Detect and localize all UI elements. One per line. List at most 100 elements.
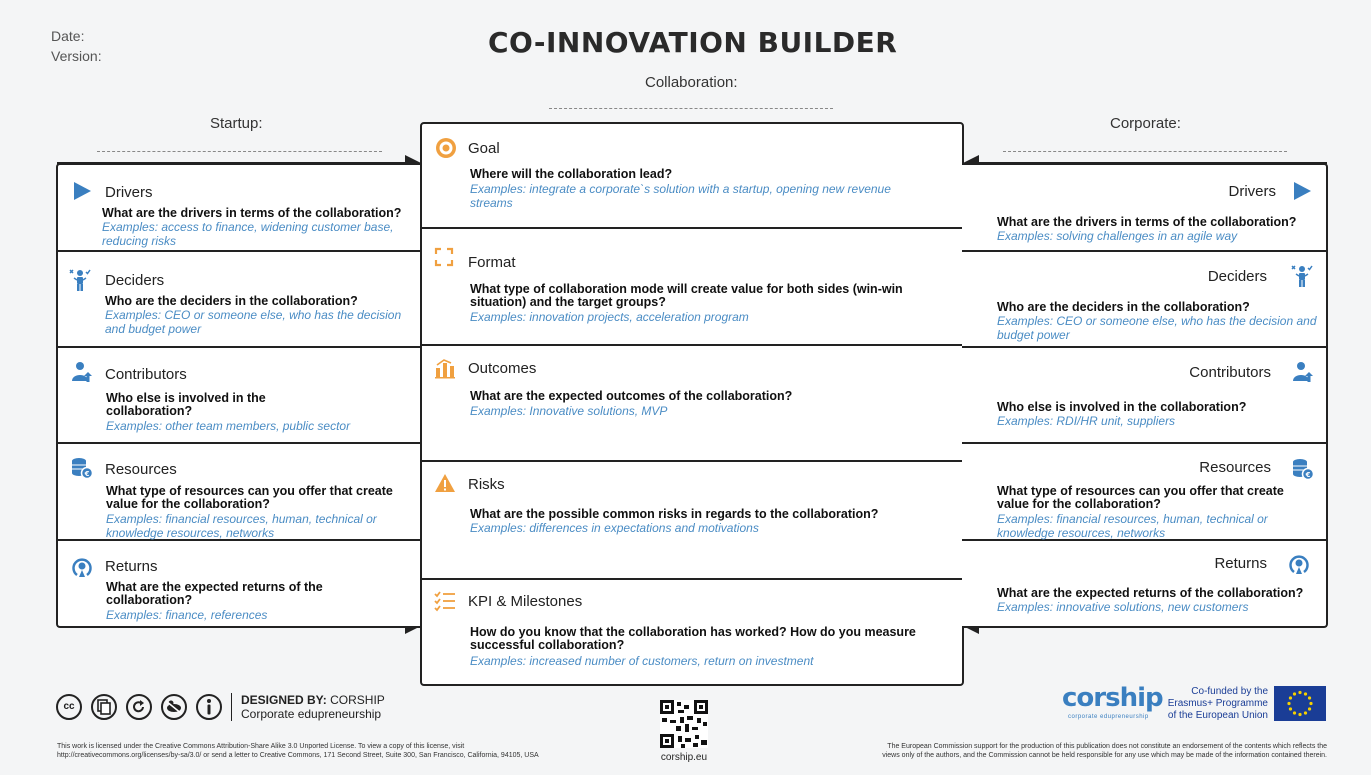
divider <box>231 693 232 721</box>
corporate-resources-question: What type of resources can you offer tha… <box>997 484 1284 511</box>
qr-caption[interactable]: corship.eu <box>660 752 708 763</box>
risks-example: Examples: differences in expectations an… <box>470 521 759 535</box>
contributor-person-icon <box>1292 361 1314 383</box>
corporate-drivers-example: Examples: solving challenges in an agile… <box>997 229 1238 243</box>
corporate-deciders-title: Deciders <box>1207 268 1267 285</box>
corporate-panel: Drivers What are the drivers in terms of… <box>962 163 1328 628</box>
goal-example: Examples: integrate a corporate`s soluti… <box>470 182 891 210</box>
corship-logo: corship <box>1062 683 1164 713</box>
disclaimer-line-2: views only of the authors, and the Commi… <box>882 752 1327 759</box>
startup-deciders-section[interactable]: Deciders Who are the deciders in the col… <box>58 252 420 348</box>
target-icon <box>435 137 457 159</box>
risks-question: What are the possible common risks in re… <box>470 507 879 521</box>
license-line-1: This work is licensed under the Creative… <box>57 743 465 750</box>
startup-label: Startup: <box>210 115 263 132</box>
startup-returns-question: What are the expected returns of the col… <box>106 580 323 607</box>
startup-returns-section[interactable]: Returns What are the expected returns of… <box>58 541 420 625</box>
license-line-2: http://creativecommons.org/licenses/by-s… <box>57 752 539 759</box>
corporate-contributors-title: Contributors <box>1189 364 1271 381</box>
startup-contributors-title: Contributors <box>105 366 187 383</box>
format-example: Examples: innovation projects, accelerat… <box>470 310 749 324</box>
copy-icon <box>91 694 117 720</box>
startup-drivers-question: What are the drivers in terms of the col… <box>102 206 402 220</box>
kpi-section[interactable]: KPI & Milestones How do you know that th… <box>422 580 962 682</box>
startup-resources-section[interactable]: € Resources What type of resources can y… <box>58 444 420 541</box>
date-label: Date: <box>51 28 85 44</box>
kpi-title: KPI & Milestones <box>468 593 583 610</box>
eu-star <box>1288 707 1293 711</box>
play-arrow-icon <box>1291 180 1313 202</box>
startup-drivers-title: Drivers <box>105 184 153 201</box>
corporate-deciders-question: Who are the deciders in the collaboratio… <box>997 300 1250 314</box>
decider-person-icon <box>69 269 91 291</box>
designed-by-name: CORSHIP <box>330 693 385 707</box>
corporate-line[interactable] <box>1003 151 1287 152</box>
eu-flag-icon <box>1274 686 1326 721</box>
eu-star <box>1307 707 1312 711</box>
corporate-deciders-example: Examples: CEO or someone else, who has t… <box>997 314 1317 342</box>
collaboration-line[interactable] <box>549 108 833 109</box>
startup-resources-title: Resources <box>105 461 177 478</box>
decider-person-icon <box>1291 265 1313 287</box>
corporate-label: Corporate: <box>1110 115 1181 132</box>
startup-drivers-section[interactable]: Drivers What are the drivers in terms of… <box>58 165 420 252</box>
corporate-returns-question: What are the expected returns of the col… <box>997 586 1304 600</box>
goal-title: Goal <box>468 140 500 157</box>
startup-line[interactable] <box>97 151 382 152</box>
risks-title: Risks <box>468 476 505 493</box>
contributor-person-icon <box>71 361 93 383</box>
corporate-drivers-question: What are the drivers in terms of the col… <box>997 215 1297 229</box>
cc-icon: cc <box>56 694 82 720</box>
corporate-resources-section[interactable]: € Resources What type of resources can y… <box>962 444 1326 541</box>
startup-resources-question: What type of resources can you offer tha… <box>106 484 393 511</box>
startup-drivers-example: Examples: access to finance, widening cu… <box>102 220 394 248</box>
corporate-deciders-section[interactable]: Deciders Who are the deciders in the col… <box>962 252 1326 348</box>
risks-section[interactable]: Risks What are the possible common risks… <box>422 462 962 580</box>
startup-deciders-title: Deciders <box>105 272 165 289</box>
eu-star <box>1303 711 1308 715</box>
returns-icon <box>71 556 93 578</box>
collaboration-label: Collaboration: <box>645 74 738 91</box>
corporate-contributors-question: Who else is involved in the collaboratio… <box>997 400 1247 414</box>
eu-star <box>1288 696 1293 700</box>
eu-star <box>1292 711 1297 715</box>
corporate-returns-title: Returns <box>1214 555 1267 572</box>
corporate-returns-example: Examples: innovative solutions, new cust… <box>997 600 1249 614</box>
version-label: Version: <box>51 48 102 64</box>
qr-code[interactable] <box>660 700 708 748</box>
corporate-contributors-section[interactable]: Contributors Who else is involved in the… <box>962 348 1326 444</box>
goal-section[interactable]: Goal Where will the collaboration lead? … <box>422 124 962 229</box>
eu-line-3: of the European Union <box>1167 710 1268 721</box>
info-icon <box>196 694 222 720</box>
format-section[interactable]: Format What type of collaboration mode w… <box>422 229 962 346</box>
eu-star <box>1303 692 1308 696</box>
eu-star <box>1292 692 1297 696</box>
startup-deciders-question: Who are the deciders in the collaboratio… <box>105 294 358 308</box>
coins-icon: € <box>71 457 93 479</box>
license-text[interactable]: This work is licensed under the Creative… <box>57 742 557 760</box>
corporate-returns-section[interactable]: Returns What are the expected returns of… <box>962 541 1326 625</box>
returns-icon <box>1288 553 1310 575</box>
startup-contributors-example: Examples: other team members, public sec… <box>106 419 351 433</box>
collaboration-panel: Goal Where will the collaboration lead? … <box>420 122 964 686</box>
outcomes-section[interactable]: Outcomes What are the expected outcomes … <box>422 346 962 462</box>
eu-line-2: Erasmus+ Programme <box>1167 698 1268 709</box>
corporate-resources-title: Resources <box>1199 459 1271 476</box>
corporate-drivers-title: Drivers <box>1228 183 1277 200</box>
corship-logo-sub: corporate edupreneurship <box>1068 714 1149 720</box>
eu-star <box>1307 696 1312 700</box>
startup-deciders-example: Examples: CEO or someone else, who has t… <box>105 308 402 336</box>
corporate-drivers-section[interactable]: Drivers What are the drivers in terms of… <box>962 165 1326 252</box>
bar-chart-icon <box>434 357 456 379</box>
corporate-contributors-example: Examples: RDI/HR unit, suppliers <box>997 414 1176 428</box>
page-title: CO-INNOVATION BUILDER <box>488 26 898 59</box>
kpi-example: Examples: increased number of customers,… <box>470 654 814 668</box>
startup-resources-example: Examples: financial resources, human, te… <box>106 512 377 540</box>
startup-contributors-section[interactable]: Contributors Who else is involved in the… <box>58 348 420 444</box>
svg-text:€: € <box>84 470 90 478</box>
designed-by: DESIGNED BY: CORSHIP <box>241 693 385 707</box>
checklist-icon <box>434 590 456 612</box>
eu-funding-text: Co-funded by the Erasmus+ Programme of t… <box>1158 686 1268 722</box>
goal-question: Where will the collaboration lead? <box>470 167 673 181</box>
eu-line-1: Co-funded by the <box>1191 686 1268 697</box>
